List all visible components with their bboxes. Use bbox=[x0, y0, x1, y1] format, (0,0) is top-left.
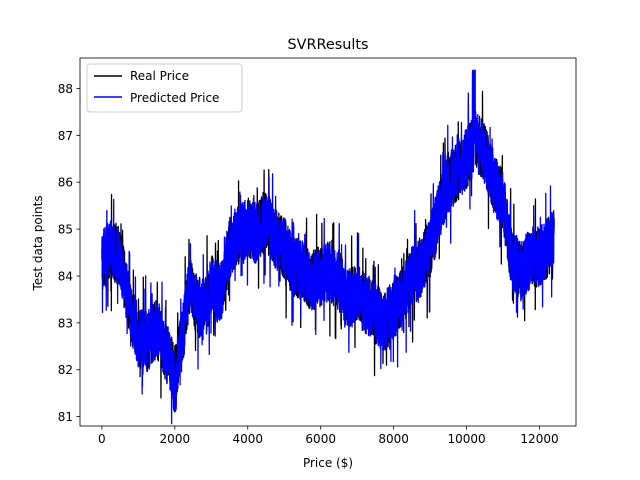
y-tick-label: 86 bbox=[58, 176, 73, 190]
x-tick-label: 10000 bbox=[447, 432, 485, 446]
y-tick-label: 85 bbox=[58, 223, 73, 237]
y-tick-label: 83 bbox=[58, 316, 73, 330]
y-tick-label: 88 bbox=[58, 82, 73, 96]
x-axis-ticks: 0 2000 4000 6000 8000 10000 12000 bbox=[98, 426, 559, 446]
y-axis-ticks: 81 82 83 84 85 86 87 88 bbox=[58, 82, 80, 424]
axes-frame bbox=[79, 57, 577, 427]
chart-title: SVRResults bbox=[288, 37, 369, 53]
x-tick-label: 0 bbox=[98, 432, 106, 446]
y-tick-label: 87 bbox=[58, 129, 73, 143]
legend-label-real-price: Real Price bbox=[130, 69, 189, 83]
legend: Real Price Predicted Price bbox=[86, 63, 243, 113]
x-tick-label: 4000 bbox=[232, 432, 263, 446]
y-axis-label: Test data points bbox=[31, 195, 45, 291]
x-tick-label: 8000 bbox=[378, 432, 409, 446]
series-layer bbox=[101, 69, 555, 425]
legend-label-predicted-price: Predicted Price bbox=[130, 91, 219, 105]
x-axis-label: Price ($) bbox=[303, 456, 353, 470]
series-line-predicted-price bbox=[101, 69, 555, 425]
x-tick-label: 6000 bbox=[305, 432, 336, 446]
plot-area bbox=[79, 57, 577, 427]
legend-box bbox=[86, 63, 243, 113]
x-tick-label: 2000 bbox=[160, 432, 191, 446]
x-tick-label: 12000 bbox=[520, 432, 558, 446]
y-tick-label: 84 bbox=[58, 269, 73, 283]
y-tick-label: 81 bbox=[58, 410, 73, 424]
y-tick-label: 82 bbox=[58, 363, 73, 377]
